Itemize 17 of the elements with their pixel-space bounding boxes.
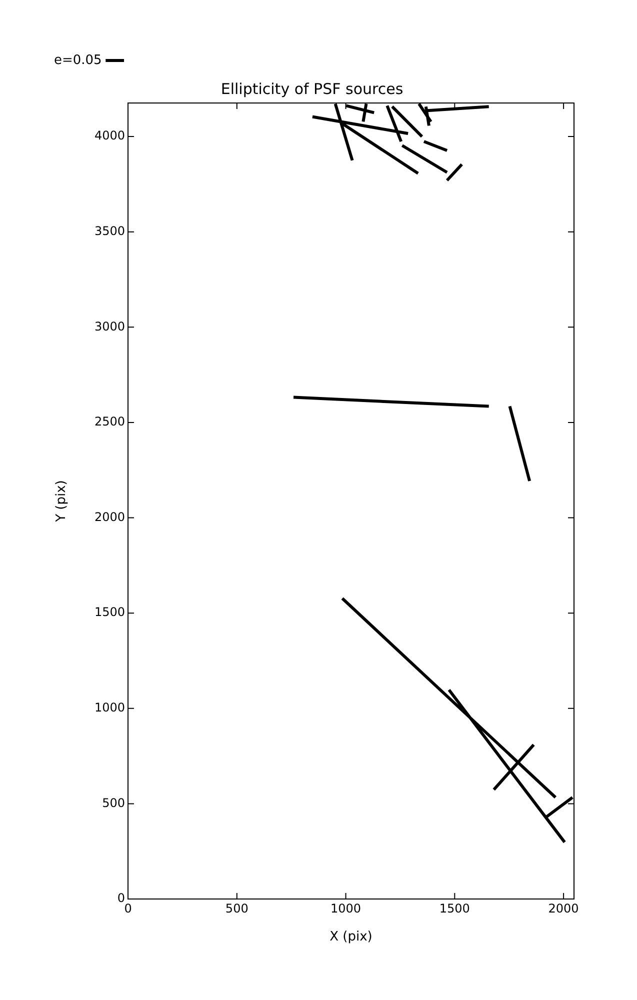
y-tick-label: 3500 <box>94 224 125 238</box>
x-tick-label: 1000 <box>330 901 362 916</box>
y-tick-label: 4000 <box>94 128 125 143</box>
y-tick-label: 2500 <box>94 414 125 429</box>
y-tick-label: 2000 <box>94 510 125 524</box>
x-tick-label: 500 <box>225 901 248 916</box>
y-tick-label: 3000 <box>94 319 125 334</box>
x-tick-label: 1500 <box>439 901 470 916</box>
legend-label: e=0.05 <box>54 52 102 68</box>
y-tick-label: 0 <box>117 891 125 906</box>
y-tick-label: 500 <box>102 796 125 810</box>
x-axis-title: X (pix) <box>330 930 372 945</box>
y-tick-label: 1000 <box>94 700 125 715</box>
x-tick-label: 2000 <box>548 901 579 916</box>
y-axis-title: Y (pix) <box>54 480 70 523</box>
chart-title: Ellipticity of PSF sources <box>220 80 404 98</box>
y-tick-label: 1500 <box>94 605 125 620</box>
